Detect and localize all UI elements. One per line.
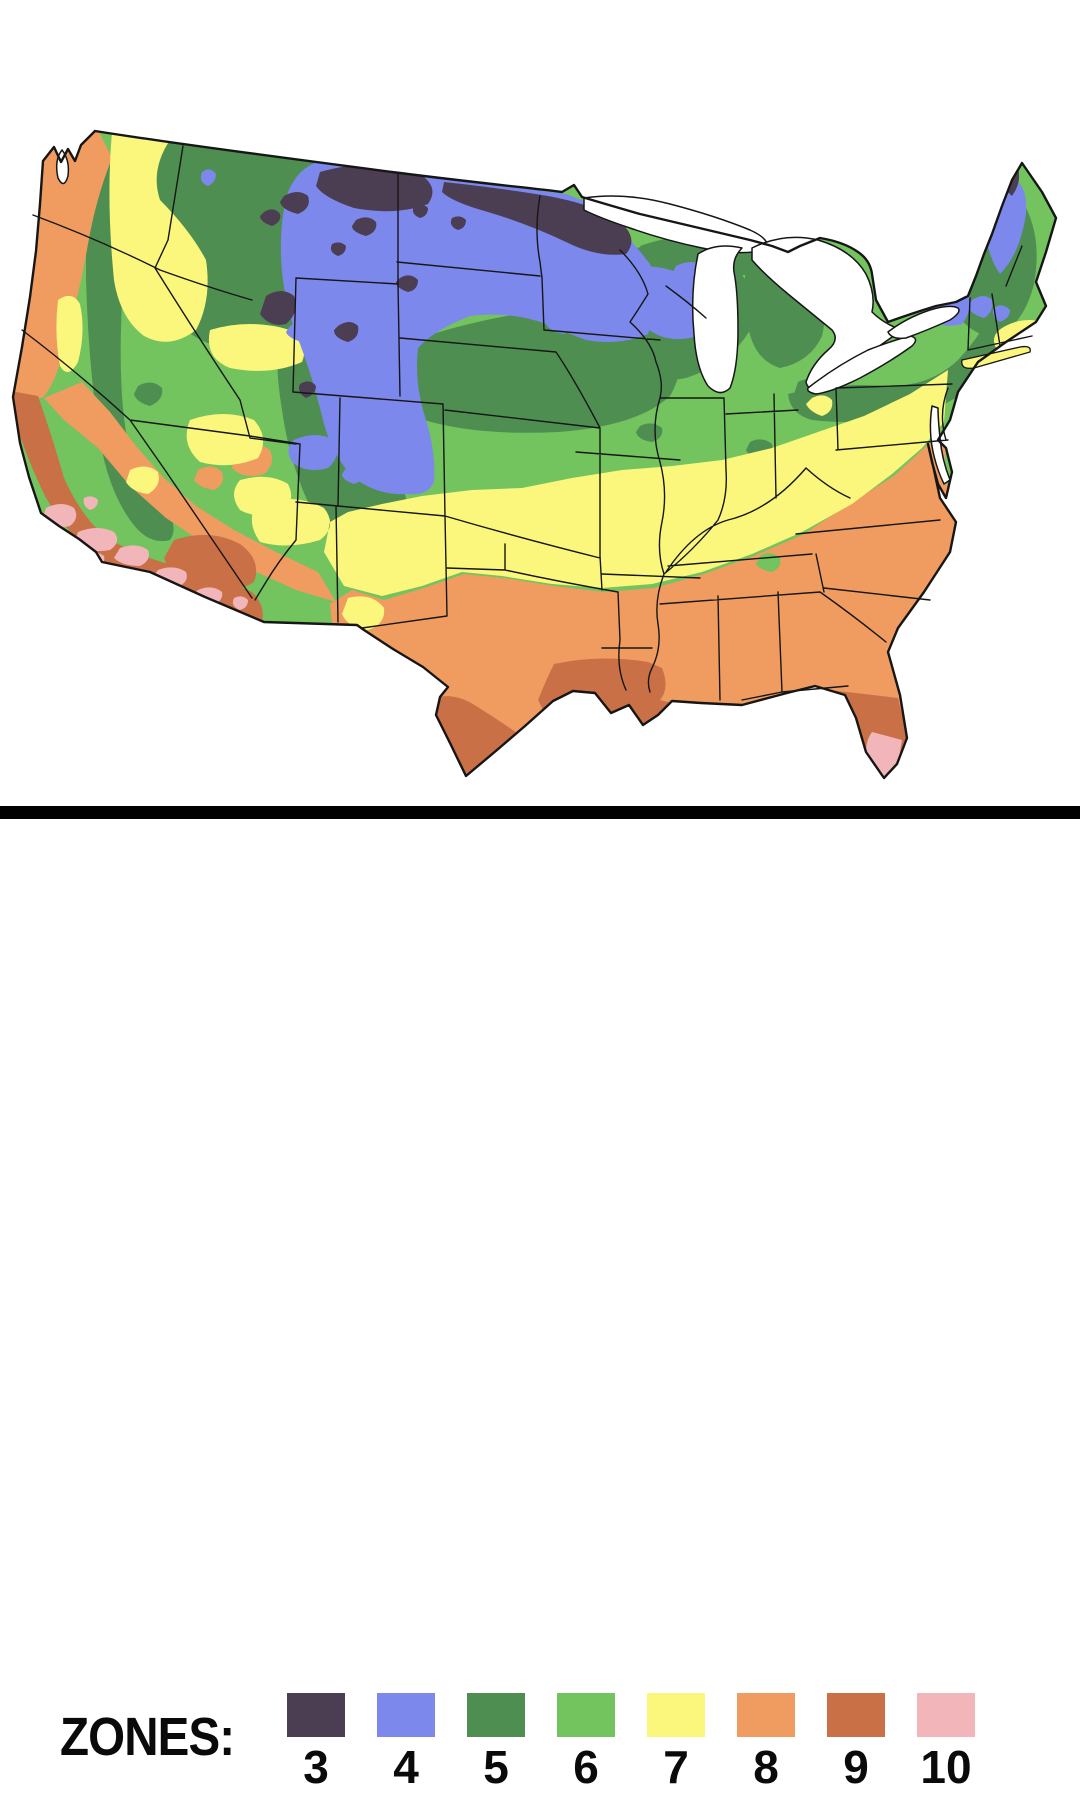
zone-5-swatch — [467, 1693, 525, 1737]
legend-item-zone-4: 4 — [377, 1693, 435, 1790]
zone-6-label: 6 — [573, 1741, 599, 1793]
legend-item-zone-8: 8 — [737, 1693, 795, 1790]
zone-10-swatch — [917, 1693, 975, 1737]
divider-bar — [0, 806, 1080, 819]
zone-9-color — [827, 1693, 885, 1737]
zone-5-color — [467, 1693, 525, 1737]
lake-michigan — [691, 245, 743, 394]
zone-3-color — [287, 1693, 345, 1737]
zone-10-color — [917, 1693, 975, 1737]
zone-10-label: 10 — [920, 1741, 972, 1793]
zone-7-label: 7 — [663, 1741, 689, 1793]
zone-7-swatch — [647, 1693, 705, 1737]
zone-9-swatch — [827, 1693, 885, 1737]
hardiness-zone-poster: { "legend": { "label": "ZONES:", "zones"… — [0, 129, 1080, 1790]
long-island — [961, 345, 1031, 369]
lake-erie — [806, 335, 917, 395]
zone-9-label: 9 — [843, 1741, 869, 1793]
legend-item-zone-9: 9 — [827, 1693, 885, 1790]
zone-8-label: 8 — [753, 1741, 779, 1793]
zones-label: ZONES: — [60, 1707, 235, 1767]
zone-4-color — [377, 1693, 435, 1737]
zone-9-regions — [13, 390, 938, 778]
zone-4-regions — [200, 162, 1027, 495]
zone-5-label: 5 — [483, 1741, 509, 1793]
zone-8-color — [737, 1693, 795, 1737]
zone-4-label: 4 — [393, 1741, 419, 1793]
zone-8-regions — [13, 131, 954, 778]
zone-7-color — [647, 1693, 705, 1737]
zone-6-swatch — [557, 1693, 615, 1737]
legend-item-zone-6: 6 — [557, 1693, 615, 1790]
zone-3-label: 3 — [303, 1741, 329, 1793]
zones-legend: ZONES: 3 4 5 6 7 8 9 10 — [0, 840, 1080, 1790]
legend-item-zone-5: 5 — [467, 1693, 525, 1790]
zone-7-regions — [56, 131, 1045, 630]
zone-3-regions — [260, 164, 1020, 398]
us-hardiness-zone-map — [11, 129, 1058, 780]
zone-3-swatch — [287, 1693, 345, 1737]
state-borders — [11, 129, 1058, 780]
zone-4-swatch — [377, 1693, 435, 1737]
zone-6-color — [557, 1693, 615, 1737]
legend-item-zone-3: 3 — [287, 1693, 345, 1790]
zone-8-swatch — [737, 1693, 795, 1737]
legend-item-zone-10: 10 — [917, 1693, 975, 1790]
legend-item-zone-7: 7 — [647, 1693, 705, 1790]
lake-ontario — [887, 305, 960, 340]
